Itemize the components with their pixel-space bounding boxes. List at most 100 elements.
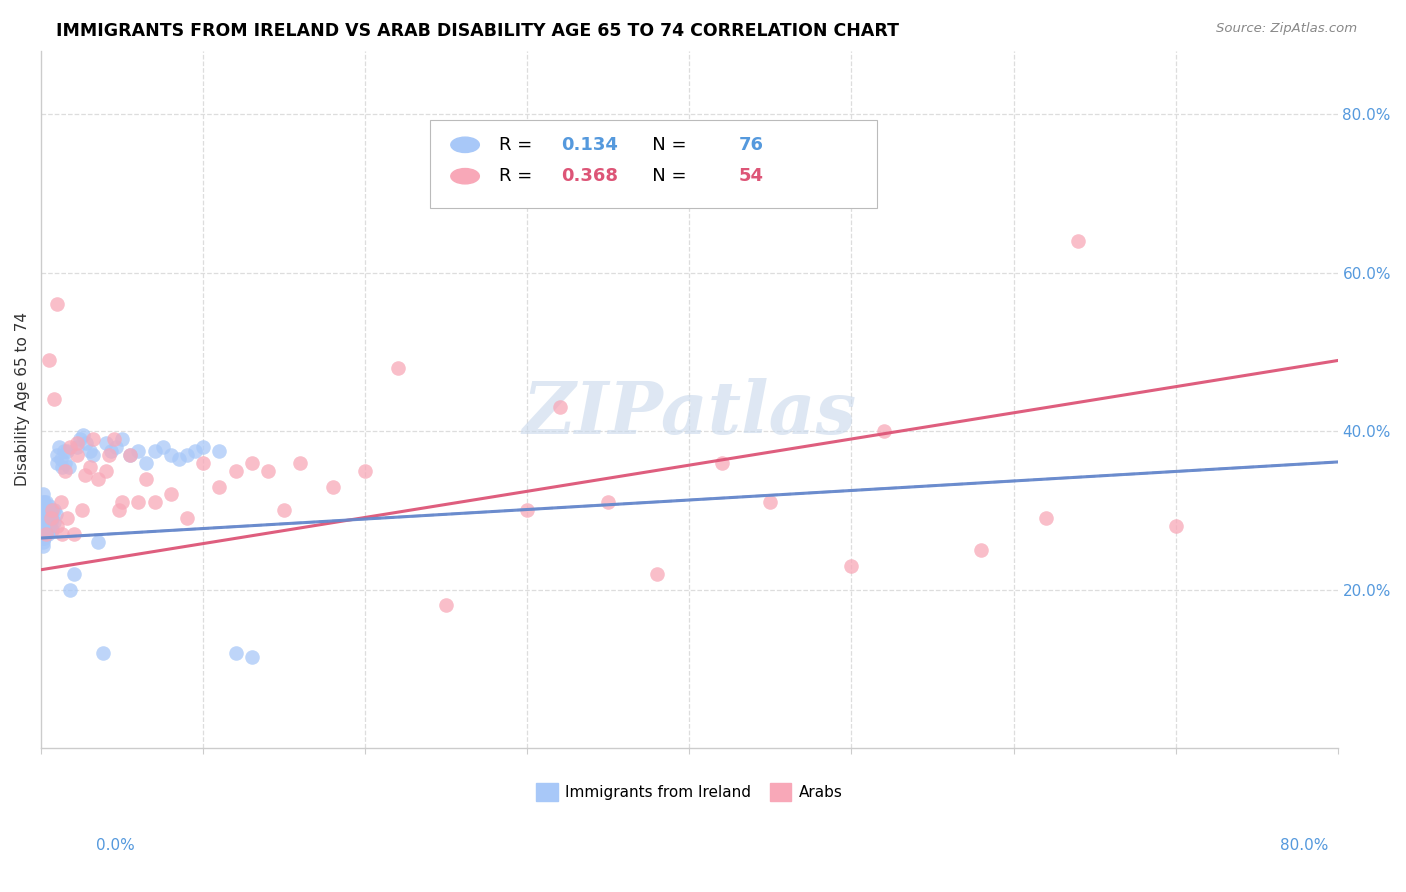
Point: [31, 511, 53, 525]
Point: [79, 443, 101, 458]
Point: [79, 459, 101, 474]
Point: [94, 464, 117, 478]
Text: 76: 76: [738, 136, 763, 153]
Point: [45, 508, 67, 522]
Point: [193, 440, 215, 454]
Point: [208, 479, 231, 493]
Text: R =: R =: [499, 167, 537, 186]
Point: [55, 456, 77, 470]
Point: [42, 503, 65, 517]
Text: 54: 54: [738, 167, 763, 186]
Point: [31, 503, 53, 517]
Point: [48, 440, 70, 454]
Point: [111, 495, 134, 509]
Point: [46, 297, 69, 311]
Point: [31, 523, 53, 537]
Point: [55, 464, 77, 478]
Point: [176, 448, 198, 462]
Point: [120, 448, 142, 462]
Point: [39, 503, 62, 517]
Point: [66, 448, 89, 462]
Point: [1035, 511, 1057, 525]
Point: [46, 448, 69, 462]
Point: [108, 503, 131, 517]
Point: [72, 428, 94, 442]
Point: [91, 646, 114, 660]
Point: [39, 511, 62, 525]
Point: [34, 511, 56, 525]
Text: 0.368: 0.368: [561, 167, 619, 186]
Point: [273, 503, 295, 517]
Point: [193, 456, 215, 470]
Point: [1164, 519, 1187, 533]
Point: [35, 495, 58, 509]
Point: [46, 519, 69, 533]
Point: [111, 432, 134, 446]
Point: [354, 464, 377, 478]
Point: [143, 495, 166, 509]
Point: [38, 523, 60, 537]
Point: [34, 515, 56, 529]
Text: 80.0%: 80.0%: [1281, 838, 1329, 853]
Point: [34, 508, 56, 522]
Point: [159, 448, 181, 462]
Point: [69, 432, 91, 446]
Point: [34, 495, 56, 509]
Point: [322, 479, 344, 493]
Point: [82, 448, 104, 462]
Point: [42, 392, 65, 407]
Point: [290, 456, 312, 470]
Point: [70, 503, 93, 517]
Point: [37, 519, 59, 533]
Point: [176, 511, 198, 525]
Legend: Immigrants from Ireland, Arabs: Immigrants from Ireland, Arabs: [530, 777, 849, 806]
Point: [970, 543, 993, 558]
Point: [49, 451, 72, 466]
Point: [37, 508, 59, 522]
Text: 0.134: 0.134: [561, 136, 617, 153]
Point: [34, 531, 56, 545]
Point: [516, 503, 538, 517]
Point: [59, 582, 82, 597]
Point: [38, 500, 60, 514]
Point: [87, 472, 110, 486]
Point: [34, 519, 56, 533]
Point: [98, 448, 121, 462]
Point: [167, 451, 190, 466]
Point: [257, 464, 280, 478]
Point: [208, 443, 231, 458]
Point: [41, 523, 63, 537]
Point: [94, 436, 117, 450]
Point: [38, 511, 60, 525]
FancyBboxPatch shape: [430, 120, 877, 208]
Point: [73, 467, 96, 482]
Point: [103, 432, 125, 446]
Point: [31, 519, 53, 533]
Point: [58, 459, 80, 474]
Text: 0.0%: 0.0%: [96, 838, 135, 853]
Text: Source: ZipAtlas.com: Source: ZipAtlas.com: [1216, 22, 1357, 36]
Point: [143, 443, 166, 458]
Point: [52, 443, 75, 458]
Point: [59, 440, 82, 454]
Point: [598, 495, 620, 509]
Point: [127, 443, 149, 458]
Point: [225, 646, 247, 660]
Point: [645, 566, 668, 581]
Point: [225, 464, 247, 478]
Point: [152, 440, 174, 454]
Point: [56, 511, 79, 525]
Point: [31, 515, 53, 529]
Point: [873, 424, 896, 438]
Point: [184, 443, 207, 458]
Point: [31, 523, 53, 537]
Text: N =: N =: [636, 136, 692, 153]
Point: [34, 503, 56, 517]
Point: [31, 531, 53, 545]
Point: [76, 436, 98, 450]
Point: [35, 523, 58, 537]
Point: [434, 599, 457, 613]
Point: [710, 456, 733, 470]
Circle shape: [451, 169, 479, 184]
Point: [31, 539, 53, 553]
